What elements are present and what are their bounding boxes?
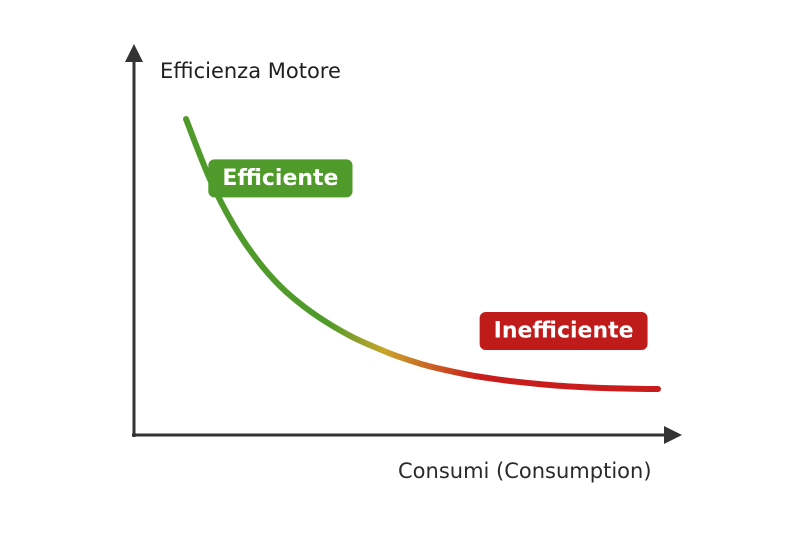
annotations: Efficiente Inefficiente — [208, 159, 648, 350]
annotation-label-inefficiente: Inefficiente — [494, 318, 634, 343]
efficiency-curve — [183, 116, 661, 392]
annotation-label-efficiente: Efficiente — [222, 166, 338, 191]
y-axis-arrow — [125, 44, 143, 62]
annotation-inefficiente: Inefficiente — [479, 311, 648, 350]
x-axis-label: Consumi (Consumption) — [398, 459, 652, 483]
y-axis-label: Efficienza Motore — [160, 59, 341, 83]
annotation-badge-inefficiente — [479, 311, 648, 350]
annotation-badge-efficiente — [208, 159, 353, 198]
x-axis-arrow — [664, 426, 682, 444]
annotation-efficiente: Efficiente — [208, 159, 353, 198]
